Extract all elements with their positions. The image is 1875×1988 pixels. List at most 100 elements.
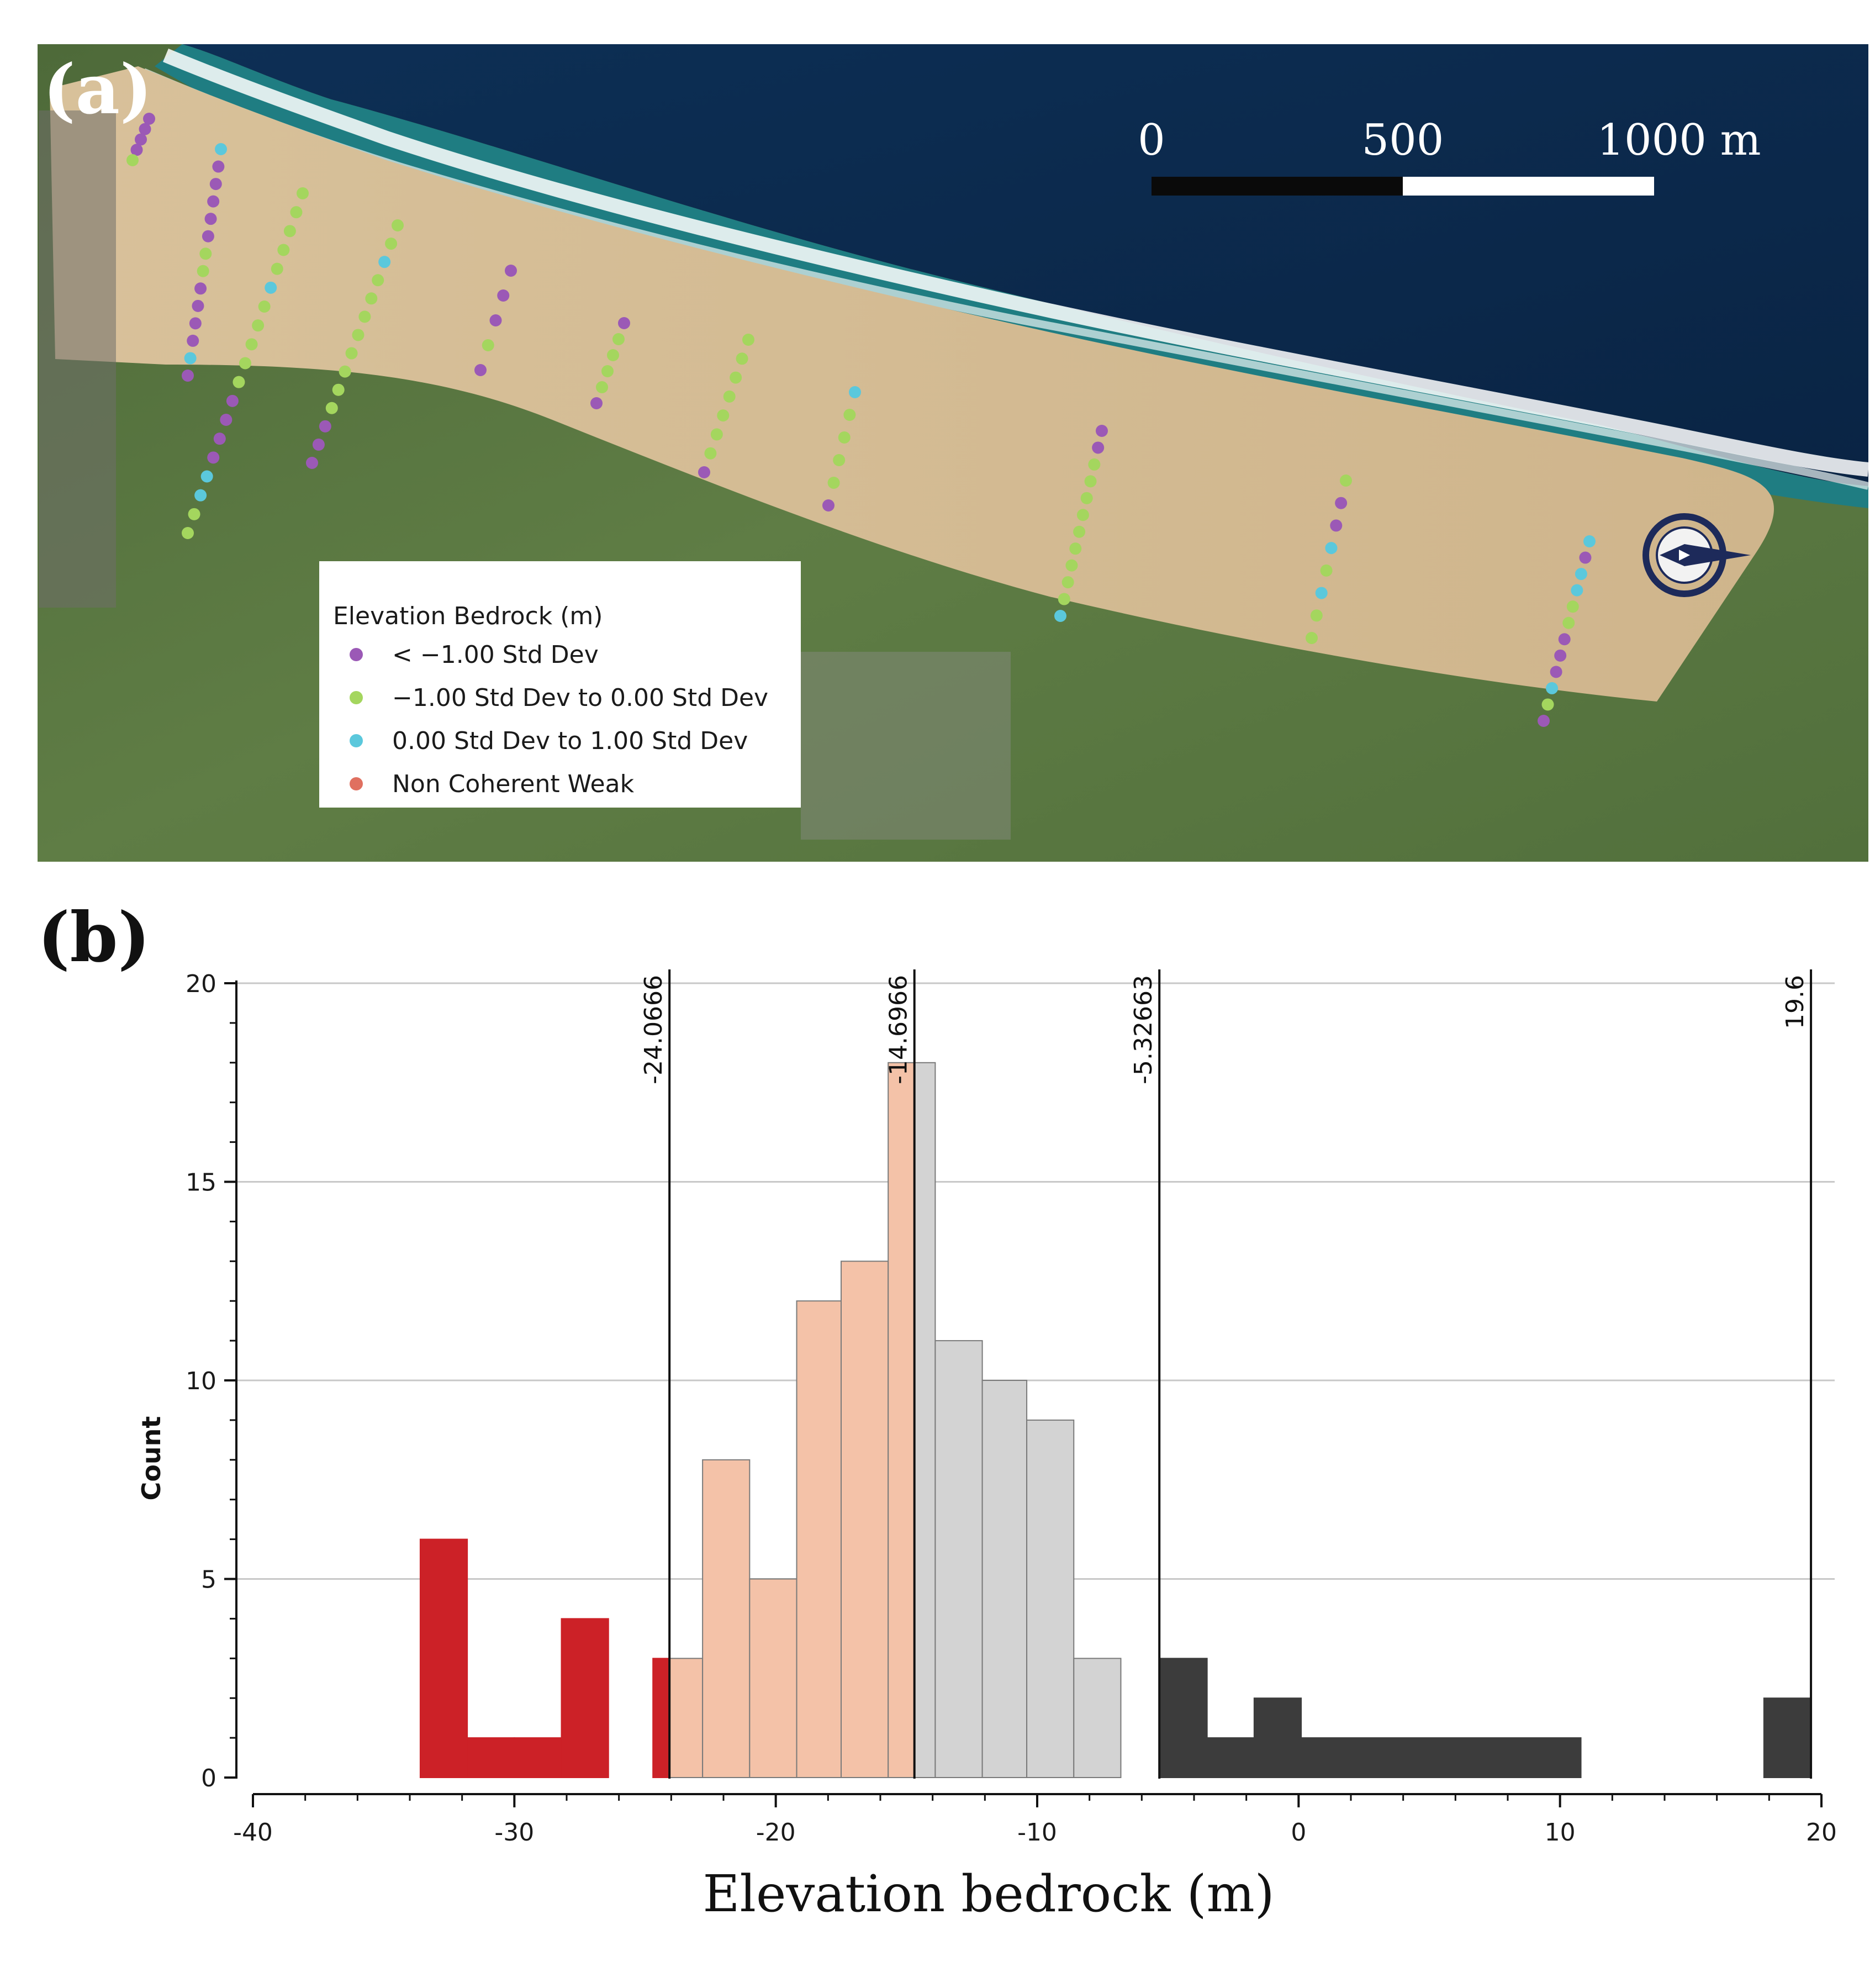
- transect-point: [601, 365, 614, 377]
- transect-point: [252, 319, 265, 332]
- transect-point: [233, 376, 245, 388]
- transect-point: [1335, 497, 1348, 509]
- surf-line: [163, 48, 1869, 477]
- transect-point: [1092, 441, 1105, 454]
- transect-point: [1340, 474, 1352, 487]
- transect-point: [1080, 492, 1093, 504]
- transect-point: [245, 338, 258, 351]
- transect-point: [325, 402, 338, 414]
- transect-point: [187, 334, 199, 347]
- transect-point: [710, 428, 723, 441]
- transect-point: [717, 409, 730, 422]
- transect-point: [197, 265, 209, 277]
- transect-point: [189, 317, 202, 330]
- transect-point: [1546, 682, 1559, 694]
- transect-point: [306, 457, 318, 469]
- histogram-chart: (b) -24.0666 -14.6966 -5.32663 19.6 0 5 10 15 2…: [38, 898, 1837, 1923]
- transect-point: [1575, 568, 1587, 581]
- transect-point: [215, 143, 227, 155]
- transect-point: [182, 370, 194, 382]
- map-panel: (a) 0 500 1000 m Elevation Bedrock (m) <…: [0, 0, 1875, 873]
- y-tick-label: 0: [201, 1764, 216, 1792]
- transect-point: [1073, 525, 1086, 538]
- transect-point: [277, 244, 290, 256]
- transect-point: [204, 213, 217, 225]
- class-break-label: 19.6: [1781, 975, 1809, 1029]
- transect-point: [1566, 600, 1579, 613]
- transect-point: [392, 219, 404, 231]
- transect-point: [590, 397, 603, 409]
- histogram-bar: [1159, 1658, 1208, 1779]
- transect-point: [332, 383, 345, 396]
- x-tick-label: 20: [1806, 1818, 1837, 1847]
- histogram-bar: [888, 1062, 915, 1778]
- x-axis-label: Elevation bedrock (m): [703, 1864, 1274, 1923]
- x-tick-label: 0: [1291, 1818, 1306, 1847]
- transect-point: [139, 123, 151, 135]
- y-tick-label: 15: [186, 1169, 216, 1197]
- histogram-bar: [514, 1737, 562, 1778]
- transect-point: [833, 454, 846, 466]
- histogram-bar: [1206, 1737, 1255, 1778]
- histogram-bar: [913, 1062, 936, 1778]
- transect-point: [704, 447, 717, 460]
- transect-point: [1061, 576, 1074, 589]
- transect-point: [283, 225, 296, 238]
- transect-point: [482, 339, 494, 351]
- histogram-bar: [981, 1380, 1028, 1778]
- transect-point: [1571, 584, 1583, 597]
- transect-point: [612, 333, 625, 345]
- beach: [50, 66, 1774, 702]
- transect-point: [209, 178, 222, 191]
- transect-points: [126, 113, 1596, 727]
- x-tick-label: -40: [233, 1818, 273, 1847]
- transect-point: [207, 195, 220, 208]
- legend-label: −1.00 Std Dev to 0.00 Std Dev: [392, 684, 768, 712]
- transect-point: [1310, 609, 1323, 622]
- legend-label: < −1.00 Std Dev: [392, 641, 599, 669]
- transect-point: [607, 349, 619, 361]
- transect-point: [130, 144, 143, 156]
- transect-point: [339, 365, 351, 378]
- transect-point: [1554, 649, 1567, 662]
- transect-point: [1579, 551, 1592, 564]
- histogram-bar: [934, 1340, 983, 1778]
- transect-point: [258, 300, 271, 313]
- transect-point: [212, 160, 225, 173]
- transect-point: [184, 352, 197, 365]
- class-break-lines: -24.0666 -14.6966 -5.32663 19.6: [640, 969, 1813, 1779]
- transect-point: [1558, 633, 1571, 646]
- transect-point: [1084, 475, 1097, 488]
- transect-point: [239, 357, 251, 370]
- transect-point: [1330, 519, 1343, 532]
- transect-point: [194, 489, 207, 502]
- legend-item: −1.00 Std Dev to 0.00 Std Dev: [350, 684, 768, 712]
- transect-point: [290, 206, 303, 219]
- histogram-bar: [841, 1261, 889, 1778]
- transect-point: [319, 420, 331, 433]
- class-break-label: -5.32663: [1129, 975, 1158, 1084]
- transect-point: [1538, 715, 1550, 727]
- transect-point: [843, 409, 856, 421]
- transect-point: [297, 187, 309, 199]
- transect-point: [1054, 610, 1066, 622]
- histogram-bar: [1253, 1697, 1302, 1778]
- transect-point: [1583, 535, 1596, 547]
- transect-point: [1562, 616, 1575, 629]
- transect-point: [505, 265, 517, 277]
- transect-point: [226, 394, 239, 407]
- transect-point: [489, 314, 502, 326]
- scale-label-500: 500: [1362, 115, 1444, 165]
- legend-label: 0.00 Std Dev to 1.00 Std Dev: [392, 727, 748, 755]
- histogram-bar: [467, 1737, 515, 1778]
- transect-point: [1550, 666, 1562, 678]
- transect-point: [213, 433, 226, 445]
- scale-label-1000: 1000 m: [1597, 115, 1761, 165]
- transect-point: [1541, 698, 1554, 711]
- transect-point: [1076, 509, 1089, 521]
- histogram-bar: [1026, 1419, 1075, 1778]
- histogram-bar: [1073, 1658, 1122, 1779]
- transect-point: [596, 381, 608, 393]
- x-tick-label: 10: [1545, 1818, 1576, 1847]
- transect-point: [736, 352, 748, 365]
